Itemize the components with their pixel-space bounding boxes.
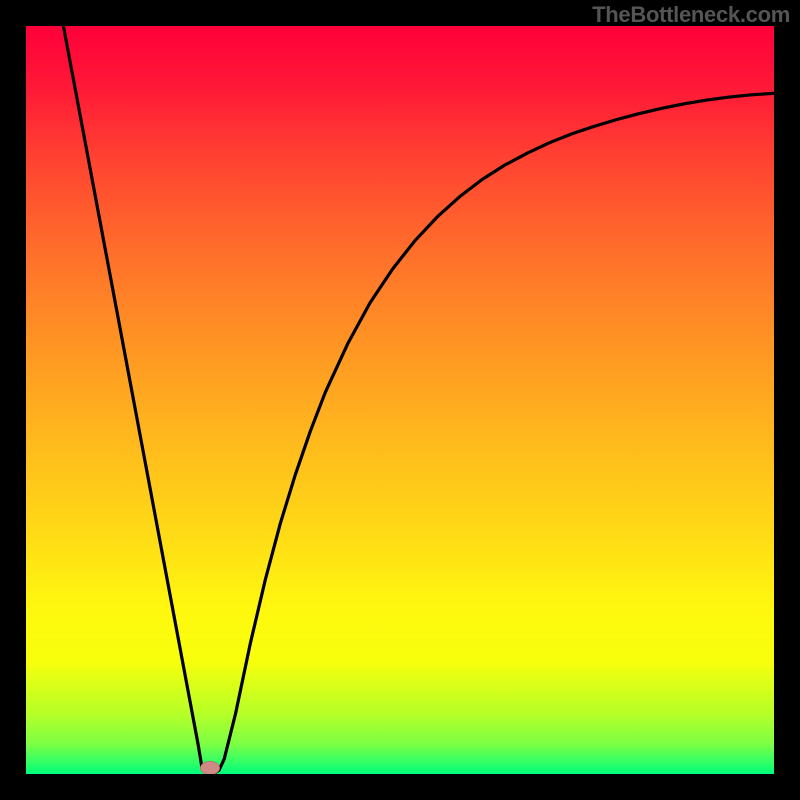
- bottleneck-chart: [0, 0, 800, 800]
- optimal-point-marker: [200, 761, 219, 774]
- watermark-text: TheBottleneck.com: [592, 2, 790, 28]
- gradient-background: [26, 26, 774, 774]
- chart-container: { "watermark": { "text": "TheBottleneck.…: [0, 0, 800, 800]
